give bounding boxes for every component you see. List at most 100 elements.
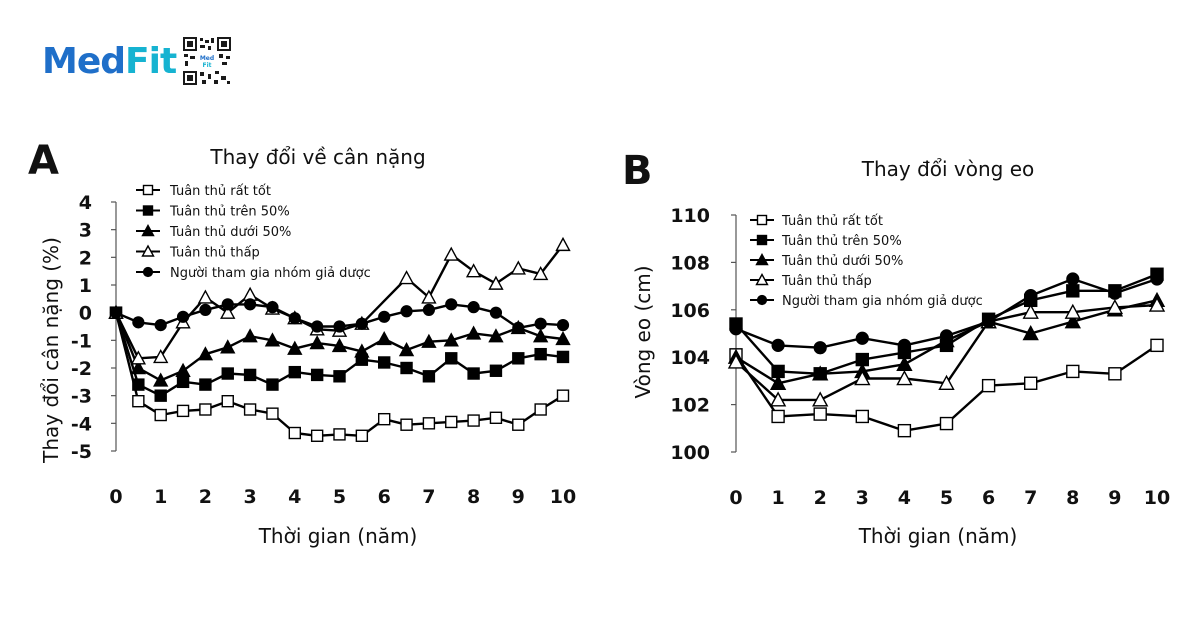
panel-a-x-tick-label: 3 (243, 486, 256, 508)
panel-a-legend-marker (141, 224, 155, 237)
panel-a-point-tuan-thu-rat-tot (333, 428, 346, 441)
panel-b-x-tick-label: 1 (771, 487, 784, 509)
panel-a-x-tick-label: 8 (467, 486, 480, 508)
panel-a-xlabel: Thời gian (năm) (258, 524, 418, 548)
panel-b-legend-item: Người tham gia nhóm giả dược (750, 294, 983, 309)
panel-b-x-tick-label: 6 (982, 487, 995, 509)
panel-b-legend: Tuân thủ rất tốt Tuân thủ trên 50% Tuân th… (750, 214, 983, 309)
panel-b-x-tick-label: 0 (729, 487, 742, 509)
panel-a-point-tuan-thu-rat-tot (310, 429, 324, 442)
panel-a-legend-marker (142, 184, 154, 196)
panel-a-series-tuan-thu-duoi-50 (108, 304, 571, 387)
brand-name-part2: Fit (125, 40, 177, 82)
panel-a-point-tuan-thu-tren-50 (556, 350, 570, 364)
panel-a-point-tuan-thu-duoi-50 (398, 342, 415, 357)
panel-b-legend-marker (756, 214, 768, 226)
panel-b-point-nguoi-tham-gia-nhom-gia-duoc (1150, 272, 1164, 286)
panel-a-point-tuan-thu-duoi-50 (287, 340, 303, 355)
panel-a-point-tuan-thu-rat-tot (243, 403, 257, 416)
panel-b-legend-marker (755, 253, 769, 266)
panel-b-point-nguoi-tham-gia-nhom-gia-duoc (855, 331, 869, 345)
panel-b-point-tuan-thu-tren-50 (1066, 284, 1080, 298)
panel-a-point-tuan-thu-duoi-50 (376, 330, 392, 346)
panel-a-point-tuan-thu-tren-50 (512, 352, 525, 365)
panel-a-y-tick-label: 0 (79, 303, 92, 325)
panel-b-x-tick-label: 4 (898, 487, 911, 509)
panel-a-point-nguoi-tham-gia-nhom-gia-duoc (512, 321, 525, 334)
panel-a-point-tuan-thu-duoi-50 (443, 332, 459, 347)
panel-a-point-tuan-thu-tren-50 (132, 378, 145, 391)
panel-a-point-tuan-thu-tren-50 (333, 370, 346, 383)
panel-a-title: Thay đổi về cân nặng (209, 145, 425, 169)
panel-b-point-nguoi-tham-gia-nhom-gia-duoc (1108, 286, 1122, 300)
panel-b-y-tick-label: 110 (670, 205, 710, 227)
panel-a-x-tick-label: 2 (199, 486, 212, 508)
panel-b-point-tuan-thu-rat-tot (1023, 376, 1038, 390)
panel-a-point-nguoi-tham-gia-nhom-gia-duoc (556, 319, 570, 332)
panel-b-legend-marker (755, 273, 769, 286)
panel-a-point-tuan-thu-duoi-50 (488, 328, 504, 343)
panel-b-point-tuan-thu-thap (938, 374, 955, 390)
panel-a-x-tick-label: 10 (550, 486, 576, 508)
panel-a-series-nguoi-tham-gia-nhom-gia-duoc (109, 298, 570, 334)
panel-b-point-tuan-thu-thap (1106, 298, 1124, 315)
panel-b-x-tick-label: 9 (1108, 487, 1121, 509)
panel-a-letter: A (28, 138, 59, 184)
panel-a-point-nguoi-tham-gia-nhom-gia-duoc (378, 310, 391, 323)
panel-b-point-tuan-thu-duoi-50 (896, 355, 913, 372)
panel-b-y-tick-label: 104 (670, 347, 710, 369)
brand-wordmark: MedFit (42, 40, 177, 82)
panel-a-point-tuan-thu-duoi-50 (331, 337, 348, 353)
panel-a-point-tuan-thu-rat-tot (534, 403, 547, 416)
panel-a-point-tuan-thu-rat-tot (400, 418, 413, 431)
panel-a-point-tuan-thu-tren-50 (176, 375, 190, 389)
panel-b-point-nguoi-tham-gia-nhom-gia-duoc (939, 329, 954, 343)
panel-a-point-tuan-thu-duoi-50 (309, 335, 325, 350)
panel-a-point-tuan-thu-duoi-50 (197, 346, 214, 361)
panel-b-x-tick-label: 10 (1144, 487, 1170, 509)
panel-b-legend-label: Tuân thủ dưới 50% (781, 254, 903, 269)
panel-a-point-tuan-thu-duoi-50 (220, 339, 236, 354)
panel-a-point-tuan-thu-tren-50 (467, 367, 480, 380)
panel-a-y-tick-label: -3 (71, 386, 92, 408)
panel-a-point-tuan-thu-duoi-50 (354, 343, 370, 358)
panel-a-point-nguoi-tham-gia-nhom-gia-duoc (311, 320, 324, 333)
panel-a-x-tick-label: 0 (109, 486, 122, 508)
panel-a-point-tuan-thu-thap (510, 260, 526, 275)
panel-a-legend-label: Tuân thủ rất tốt (169, 184, 271, 199)
panel-a-legend-label: Tuân thủ dưới 50% (169, 225, 291, 240)
panel-b-xlabel: Thời gian (năm) (858, 524, 1018, 548)
panel-a-point-tuan-thu-tren-50 (154, 389, 167, 402)
panel-a-y-tick-label: 2 (79, 247, 92, 269)
panel-a-point-tuan-thu-tren-50 (445, 352, 458, 365)
panel-a-point-tuan-thu-tren-50 (534, 347, 547, 361)
panel-a-point-tuan-thu-duoi-50 (532, 328, 549, 343)
panel-b-title: Thay đổi vòng eo (861, 157, 1035, 181)
panel-a-point-tuan-thu-rat-tot (467, 414, 480, 427)
panel-a-point-nguoi-tham-gia-nhom-gia-duoc (400, 305, 413, 318)
panel-a-point-nguoi-tham-gia-nhom-gia-duoc (221, 298, 234, 311)
panel-b-point-tuan-thu-rat-tot (897, 423, 912, 438)
panel-a-point-nguoi-tham-gia-nhom-gia-duoc (199, 303, 212, 316)
panel-b-point-nguoi-tham-gia-nhom-gia-duoc (1024, 288, 1038, 303)
panel-a-point-tuan-thu-thap (465, 263, 482, 278)
panel-a-point-tuan-thu-tren-50 (221, 367, 234, 380)
panel-a-point-nguoi-tham-gia-nhom-gia-duoc (132, 316, 145, 329)
panel-a-y-tick-label: 1 (79, 275, 92, 297)
panel-a-point-tuan-thu-thap (421, 289, 437, 304)
panel-a-point-tuan-thu-rat-tot (221, 395, 234, 408)
panel-b-legend-item: Tuân thủ thấp (750, 273, 872, 289)
panel-a-point-nguoi-tham-gia-nhom-gia-duoc (109, 306, 123, 319)
panel-a-legend-item: Người tham gia nhóm giả dược (136, 266, 371, 281)
panel-b-point-tuan-thu-rat-tot (981, 378, 996, 393)
panel-a-legend-marker (141, 244, 155, 257)
panel-a-point-tuan-thu-tren-50 (378, 356, 391, 369)
panel-a-x-tick-label: 1 (154, 486, 167, 508)
panel-b-x-tick-label: 8 (1066, 487, 1079, 509)
panel-a-point-tuan-thu-thap (398, 270, 415, 285)
panel-a-legend-marker (142, 205, 154, 216)
panel-b-legend-item: Tuân thủ dưới 50% (750, 253, 903, 269)
panel-b-point-tuan-thu-rat-tot (1108, 367, 1122, 381)
panel-b-point-tuan-thu-thap (854, 370, 871, 386)
panel-b-legend-item: Tuân thủ trên 50% (750, 234, 902, 249)
